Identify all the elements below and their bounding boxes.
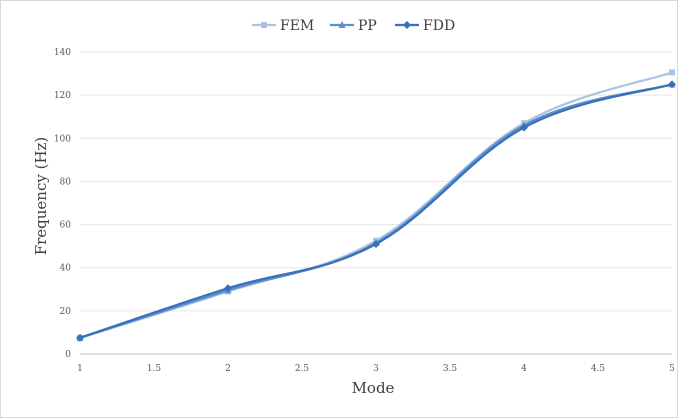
gridlines xyxy=(80,51,672,312)
legend: FEM PP FDD xyxy=(252,18,455,34)
tick-labels: 0 20 40 60 80 100 120 140 1 1.5 2 2.5 3 3.5 4 4.5 5 xyxy=(54,48,675,374)
y-tick-label: 0 xyxy=(65,350,71,360)
legend-label-fdd: FDD xyxy=(423,18,455,34)
legend-marker-fdd xyxy=(403,21,411,29)
y-tick-label: 60 xyxy=(60,221,72,231)
x-tick-label: 5 xyxy=(669,364,675,374)
y-tick-label: 80 xyxy=(60,177,72,187)
x-tick-label: 3 xyxy=(373,364,379,374)
data-point-fdd xyxy=(520,123,528,132)
data-point-fdd xyxy=(668,80,676,89)
legend-marker-fem xyxy=(261,22,267,28)
data-point-fem xyxy=(669,69,675,76)
y-tick-label: 140 xyxy=(54,48,71,58)
y-tick-label: 20 xyxy=(60,307,72,317)
legend-label-fem: FEM xyxy=(280,18,314,34)
x-tick-label: 4.5 xyxy=(591,364,606,374)
data-point-fdd xyxy=(224,284,232,293)
data-point-fdd xyxy=(372,239,380,248)
x-tick-label: 2.5 xyxy=(295,364,310,374)
y-tick-label: 100 xyxy=(54,134,71,144)
series-lines xyxy=(76,69,676,342)
x-tick-label: 4 xyxy=(521,364,527,374)
legend-label-pp: PP xyxy=(358,18,377,34)
x-tick-label: 1.5 xyxy=(147,364,162,374)
x-tick-label: 3.5 xyxy=(443,364,458,374)
y-tick-label: 40 xyxy=(60,264,72,274)
x-tick-label: 2 xyxy=(225,364,231,374)
legend-marker-pp xyxy=(338,21,346,28)
y-axis-title: Frequency (Hz) xyxy=(32,137,50,256)
y-tick-label: 120 xyxy=(54,91,71,101)
x-tick-label: 1 xyxy=(77,364,83,374)
data-point-fdd xyxy=(76,333,84,342)
x-axis-title: Mode xyxy=(352,379,395,397)
